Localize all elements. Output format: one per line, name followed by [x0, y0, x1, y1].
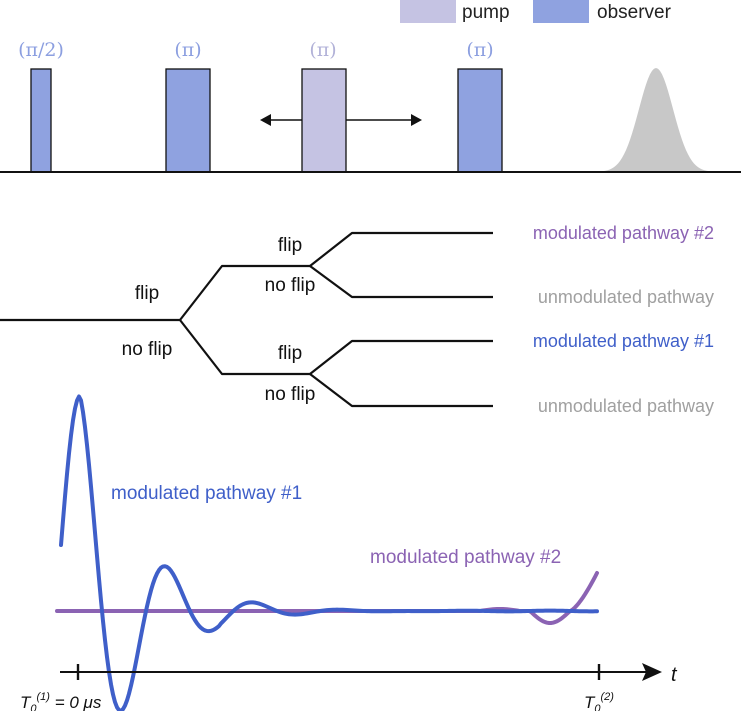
tree-branch-upper-noflip [309, 265, 493, 299]
pulse-observer-pi-2 [457, 68, 503, 173]
outcome-unmodulated-upper: unmodulated pathway [538, 287, 714, 307]
tree-branch-upper-flip [309, 231, 493, 267]
legend-swatch-observer [533, 0, 589, 23]
tree-label-noflip-lower: no flip [265, 384, 316, 405]
tree-label-noflip-upper: no flip [265, 275, 316, 296]
tree-branch-lower [179, 319, 310, 376]
axis-label-t: t [671, 664, 678, 686]
curve-label-modulated-1: modulated pathway #1 [111, 483, 302, 504]
tree-branch-lower-noflip [309, 373, 493, 408]
legend-swatch-pump [400, 0, 456, 23]
tree-branch-lower-flip [309, 339, 493, 375]
pulse-label-pi-half: (π/2) [18, 39, 64, 61]
signal-plot: modulated pathway #1 modulated pathway #… [20, 394, 678, 711]
legend-label-pump: pump [462, 2, 510, 23]
pulse-observer-pi-1 [165, 68, 211, 173]
outcome-unmodulated-lower: unmodulated pathway [538, 396, 714, 416]
pathway-tree: flip no flip flip no flip flip no flip m… [0, 223, 714, 416]
tree-label-flip-lower: flip [278, 343, 302, 364]
legend-label-observer: observer [597, 2, 672, 23]
legend: pump observer [400, 0, 672, 23]
pulse-label-pi-pump: (π) [309, 39, 336, 61]
pulse-observer-pi-half [30, 68, 52, 173]
curve-modulated-pathway-1 [59, 394, 599, 711]
echo-signal [604, 68, 708, 172]
pulse-sequence: (π/2) (π) (π) (π) [0, 39, 741, 173]
pump-shift-arrow [260, 114, 422, 126]
tree-branch-upper [179, 264, 310, 321]
pulse-label-pi-2: (π) [466, 39, 493, 61]
curve-modulated-pathway-2 [55, 571, 599, 625]
outcome-modulated-1: modulated pathway #1 [533, 331, 714, 351]
tree-label-flip-upper: flip [278, 235, 302, 256]
time-axis-arrowhead [642, 663, 662, 681]
outcome-modulated-2: modulated pathway #2 [533, 223, 714, 243]
curve-label-modulated-2: modulated pathway #2 [370, 547, 561, 568]
tick-label-t0-1: T0(1) = 0 μs [20, 691, 102, 711]
tree-label-noflip-1: no flip [122, 339, 173, 360]
tree-label-flip-1: flip [135, 283, 159, 304]
tick-label-t0-2: T0(2) [584, 691, 614, 711]
pulse-label-pi-1: (π) [174, 39, 201, 61]
pulse-pump-pi [301, 68, 347, 173]
